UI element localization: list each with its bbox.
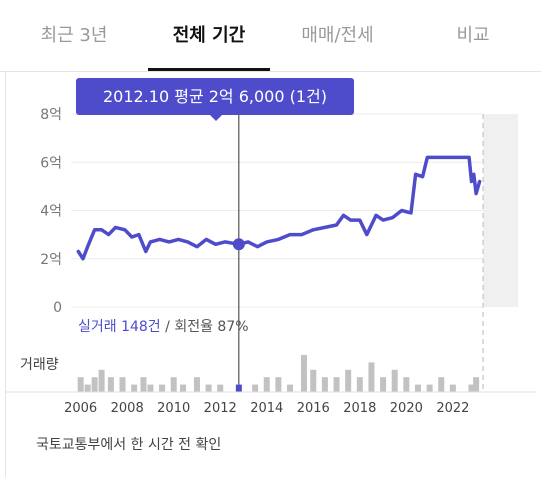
panel-left-border xyxy=(5,72,6,477)
volume-bar xyxy=(333,377,340,392)
price-tooltip: 2012.10 평균 2억 6,000 (1건) xyxy=(76,78,354,121)
volume-bar xyxy=(275,377,282,392)
volume-bar xyxy=(235,384,242,392)
volume-bar xyxy=(205,384,212,392)
volume-bar xyxy=(287,384,294,392)
tab-compare[interactable]: 비교 xyxy=(456,25,490,46)
volume-bar xyxy=(356,377,363,392)
x-tick-label: 2006 xyxy=(64,401,97,416)
selected-point xyxy=(232,238,245,251)
future-region xyxy=(483,114,518,307)
volume-bar xyxy=(403,377,410,392)
price-line xyxy=(76,155,482,261)
x-tick-label: 2014 xyxy=(250,401,283,416)
volume-bar xyxy=(217,384,224,392)
volume-bar xyxy=(263,377,270,392)
volume-bar xyxy=(449,384,456,392)
tooltip-text: 2012.10 평균 2억 6,000 (1건) xyxy=(102,87,328,106)
volume-bar xyxy=(252,384,259,392)
volume-bar xyxy=(98,369,105,392)
turnover-rate: 회전율 87% xyxy=(174,319,249,335)
y-tick-label: 2억 xyxy=(40,252,62,268)
active-tab-indicator xyxy=(148,68,270,71)
x-tick-label: 2016 xyxy=(297,401,330,416)
deal-summary: 실거래 148건 / 회전율 87% xyxy=(78,316,249,336)
volume-bar xyxy=(119,377,126,392)
period-tabs: 최근 3년 전체 기간 매매/전세 비교 xyxy=(0,0,541,72)
volume-bar xyxy=(159,384,166,392)
data-source-note: 국토교통부에서 한 시간 전 확인 xyxy=(36,437,222,453)
summary-separator: / xyxy=(160,319,175,335)
volume-bar xyxy=(170,377,177,392)
x-tick-label: 2020 xyxy=(390,401,423,416)
tooltip-pointer xyxy=(209,114,223,121)
volume-bar xyxy=(426,384,433,392)
volume-bar xyxy=(91,377,98,392)
volume-bar xyxy=(131,384,138,392)
deal-count[interactable]: 실거래 148건 xyxy=(78,319,161,335)
y-tick-label: 4억 xyxy=(40,204,62,220)
tab-sale-jeonse[interactable]: 매매/전세 xyxy=(301,25,374,46)
volume-bar xyxy=(193,377,200,392)
volume-bar xyxy=(77,377,84,392)
x-tick-label: 2022 xyxy=(436,401,469,416)
volume-bar xyxy=(180,384,187,392)
volume-bar xyxy=(468,384,475,392)
x-tick-label: 2012 xyxy=(204,401,237,416)
volume-label: 거래량 xyxy=(20,357,59,373)
volume-bar xyxy=(147,384,154,392)
y-tick-label: 6억 xyxy=(40,155,62,171)
volume-bar xyxy=(438,377,445,392)
volume-bar xyxy=(140,377,147,392)
volume-bar xyxy=(414,384,421,392)
volume-bar xyxy=(380,377,387,392)
volume-bar xyxy=(310,369,317,392)
x-tick-label: 2010 xyxy=(157,401,190,416)
volume-bar xyxy=(84,384,91,392)
x-tick-label: 2008 xyxy=(111,401,144,416)
tab-all-period[interactable]: 전체 기간 xyxy=(172,25,246,46)
volume-bar xyxy=(368,362,375,392)
y-tick-label: 8억 xyxy=(40,107,62,123)
volume-bar xyxy=(107,377,114,392)
y-tick-label: 0 xyxy=(53,300,62,316)
volume-bar xyxy=(321,377,328,392)
tab-recent-3-years[interactable]: 최근 3년 xyxy=(40,25,108,46)
volume-bar xyxy=(391,369,398,392)
x-tick-label: 2018 xyxy=(343,401,376,416)
volume-bar xyxy=(345,369,352,392)
tabs-divider xyxy=(0,71,541,72)
volume-bar xyxy=(300,355,307,392)
volume-bar xyxy=(473,377,480,392)
